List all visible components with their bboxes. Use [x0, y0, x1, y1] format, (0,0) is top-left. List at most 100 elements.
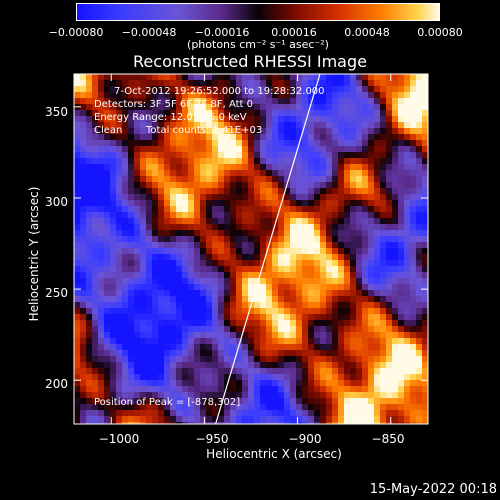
heatmap-cell [308, 218, 314, 224]
heatmap-cell [254, 206, 260, 212]
heatmap-cell [218, 152, 224, 158]
heatmap-cell [374, 368, 380, 374]
heatmap-cell [134, 164, 140, 170]
heatmap-cell [332, 86, 338, 92]
heatmap-cell [116, 164, 122, 170]
heatmap-cell [266, 272, 272, 278]
heatmap-cell [254, 170, 260, 176]
heatmap-cell [134, 236, 140, 242]
heatmap-cell [368, 104, 374, 110]
heatmap-cell [164, 146, 170, 152]
heatmap-cell [134, 344, 140, 350]
heatmap-cell [278, 338, 284, 344]
heatmap-cell [164, 104, 170, 110]
heatmap-cell [74, 236, 80, 242]
heatmap-cell [134, 302, 140, 308]
heatmap-cell [188, 416, 194, 422]
heatmap-cell [338, 272, 344, 278]
heatmap-cell [314, 386, 320, 392]
heatmap-cell [422, 188, 428, 194]
heatmap-cell [164, 140, 170, 146]
heatmap-cell [104, 140, 110, 146]
heatmap-cell [266, 260, 272, 266]
heatmap-cell [398, 404, 404, 410]
heatmap-cell [224, 374, 230, 380]
heatmap-cell [200, 308, 206, 314]
heatmap-cell [146, 332, 152, 338]
heatmap-cell [398, 242, 404, 248]
heatmap-cell [368, 350, 374, 356]
heatmap-cell [194, 74, 200, 80]
heatmap-cell [254, 242, 260, 248]
heatmap-cell [284, 152, 290, 158]
heatmap-cell [356, 332, 362, 338]
heatmap-cell [356, 206, 362, 212]
heatmap-cell [80, 296, 86, 302]
heatmap-cell [92, 92, 98, 98]
heatmap-cell [302, 380, 308, 386]
heatmap-cell [416, 230, 422, 236]
heatmap-cell [314, 236, 320, 242]
heatmap-cell [212, 284, 218, 290]
heatmap-cell [308, 116, 314, 122]
heatmap-cell [86, 224, 92, 230]
heatmap-cell [320, 272, 326, 278]
heatmap-cell [188, 266, 194, 272]
heatmap-cell [242, 92, 248, 98]
heatmap-cell [254, 266, 260, 272]
heatmap-cell [284, 284, 290, 290]
heatmap-cell [170, 404, 176, 410]
heatmap-cell [422, 404, 428, 410]
heatmap-cell [230, 224, 236, 230]
heatmap-cell [284, 122, 290, 128]
heatmap-cell [248, 200, 254, 206]
heatmap-cell [278, 356, 284, 362]
heatmap-cell [242, 392, 248, 398]
heatmap-cell [218, 350, 224, 356]
heatmap-cell [122, 380, 128, 386]
heatmap-cell [116, 176, 122, 182]
heatmap-cell [200, 380, 206, 386]
heatmap-cell [314, 200, 320, 206]
heatmap-cell [152, 176, 158, 182]
heatmap-cell [176, 224, 182, 230]
heatmap-cell [218, 356, 224, 362]
heatmap-cell [134, 326, 140, 332]
heatmap-cell [164, 260, 170, 266]
heatmap-cell [344, 398, 350, 404]
heatmap-cell [284, 260, 290, 266]
heatmap-cell [368, 368, 374, 374]
heatmap-cell [392, 230, 398, 236]
heatmap-cell [296, 206, 302, 212]
heatmap-cell [302, 248, 308, 254]
heatmap-cell [110, 374, 116, 380]
heatmap-cell [104, 236, 110, 242]
heatmap-cell [98, 338, 104, 344]
heatmap-cell [110, 242, 116, 248]
heatmap-cell [170, 146, 176, 152]
heatmap-cell [260, 374, 266, 380]
heatmap-cell [422, 422, 428, 424]
heatmap-cell [200, 224, 206, 230]
heatmap-cell [218, 398, 224, 404]
heatmap-cell [374, 212, 380, 218]
heatmap-cell [374, 152, 380, 158]
heatmap-cell [116, 80, 122, 86]
heatmap-cell [104, 182, 110, 188]
heatmap-cell [302, 326, 308, 332]
heatmap-cell [176, 416, 182, 422]
heatmap-cell [380, 272, 386, 278]
heatmap-cell [80, 134, 86, 140]
heatmap-cell [404, 164, 410, 170]
heatmap-cell [152, 374, 158, 380]
heatmap-cell [320, 320, 326, 326]
heatmap-cell [290, 122, 296, 128]
heatmap-cell [350, 224, 356, 230]
heatmap-cell [320, 140, 326, 146]
heatmap-cell [218, 332, 224, 338]
heatmap-cell [326, 386, 332, 392]
heatmap-cell [242, 80, 248, 86]
heatmap-cell [164, 170, 170, 176]
heatmap-cell [398, 386, 404, 392]
heatmap-cell [410, 194, 416, 200]
